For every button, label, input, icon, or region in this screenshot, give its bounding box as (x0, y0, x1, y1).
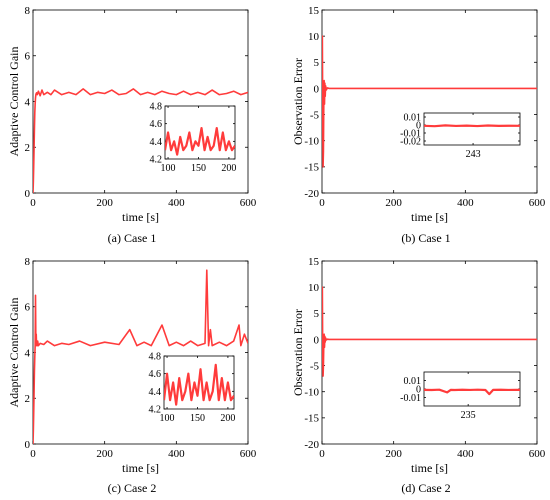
chart-0-inset-ytick-label-0: 4.2 (150, 155, 163, 166)
chart-1-xtick-label-1: 200 (385, 197, 402, 209)
chart-0-ylabel: Adaptive Control Gain (7, 47, 21, 157)
caption-b: (b) Case 1 (401, 231, 451, 245)
chart-2-xtick-label-2: 400 (168, 448, 185, 460)
chart-0-inset-xtick-label-2: 200 (221, 163, 236, 174)
chart-3-series-line-0 (322, 286, 537, 377)
chart-0-inset-xtick-label-1: 150 (191, 163, 206, 174)
chart-1-ytick-label-3: -5 (310, 109, 320, 121)
chart-2-inset-ytick-label-3: 4.8 (149, 352, 162, 363)
chart-0-series-line-0 (33, 88, 248, 193)
chart-0-inset-ytick-label-2: 4.6 (150, 119, 163, 130)
chart-1-inset-ytick-label-3: 0.01 (404, 113, 422, 124)
chart-2-inset-xtick-label-2: 200 (220, 413, 235, 424)
chart-2-xlabel: time [s] (122, 461, 159, 475)
chart-0-ytick-label-0: 0 (25, 188, 31, 200)
chart-1-inset-frame (423, 112, 521, 146)
chart-3-ytick-label-4: 0 (314, 334, 320, 346)
chart-3-inset-xtick-label-0: 235 (461, 410, 476, 421)
chart-1-xtick-label-2: 400 (457, 197, 474, 209)
chart-1-ytick-label-7: 15 (308, 5, 320, 17)
chart-0-inset-ytick-label-3: 4.8 (150, 102, 163, 113)
chart-1-inset-ytick-label-1: -0.01 (400, 129, 421, 140)
chart-2-ytick-label-2: 4 (25, 347, 31, 359)
chart-0-xtick-label-1: 200 (96, 197, 113, 209)
chart-1-inset-ytick-label-0: -0.02 (400, 137, 421, 148)
chart-3-xtick-label-1: 200 (385, 448, 402, 460)
chart-0-xtick-label-2: 400 (168, 197, 185, 209)
chart-3-inset-line (424, 388, 520, 396)
caption-a: (a) Case 1 (107, 231, 157, 245)
chart-1-ytick-label-0: -20 (304, 188, 319, 200)
chart-0-inset-ytick-label-1: 4.4 (150, 137, 163, 148)
chart-2-ytick-label-4: 8 (25, 256, 31, 268)
chart-3-inset-ytick-label-1: 0 (416, 385, 421, 396)
chart-1-ytick-label-6: 10 (308, 31, 320, 43)
chart-2-frame (32, 260, 249, 445)
chart-2-ylabel: Adaptive Control Gain (7, 298, 21, 408)
chart-1-ylabel: Observation Error (291, 58, 305, 145)
chart-0-xtick-label-0: 0 (30, 197, 36, 209)
caption-d: (d) Case 2 (401, 481, 451, 495)
chart-0-ytick-label-1: 2 (25, 142, 31, 154)
chart-3-xtick-label-0: 0 (319, 448, 325, 460)
chart-0-inset-line (165, 126, 235, 156)
chart-2-series-line-0 (33, 269, 248, 444)
chart-1-inset-ytick-label-2: 0 (416, 121, 421, 132)
chart-2-ytick-label-3: 6 (25, 302, 31, 314)
chart-2-xtick-label-0: 0 (30, 448, 36, 460)
chart-3-ytick-label-0: -20 (304, 439, 319, 451)
chart-0-xlabel: time [s] (122, 210, 159, 224)
chart-2-inset-ytick-label-2: 4.6 (149, 369, 162, 380)
chart-1-xtick-label-3: 600 (529, 197, 546, 209)
chart-3-frame (321, 260, 538, 445)
chart-1-frame (321, 9, 538, 194)
chart-1-inset-line (424, 124, 520, 128)
chart-0-ytick-label-4: 8 (25, 5, 31, 17)
chart-3-ylabel: Observation Error (291, 309, 305, 396)
chart-3-xlabel: time [s] (411, 461, 448, 475)
chart-3-xtick-label-3: 600 (529, 448, 546, 460)
chart-0-xtick-label-3: 600 (240, 197, 257, 209)
chart-1-ytick-label-1: -15 (304, 162, 319, 174)
caption-c: (c) Case 2 (107, 481, 157, 495)
chart-3-ytick-label-3: -5 (310, 360, 320, 372)
chart-2-inset-line (164, 363, 234, 406)
chart-1-series-line-0 (322, 35, 537, 168)
chart-3-ytick-label-6: 10 (308, 282, 320, 294)
chart-0-ytick-label-2: 4 (25, 96, 31, 108)
chart-0-inset-xtick-label-0: 100 (161, 163, 176, 174)
chart-3-inset-ytick-label-2: 0.01 (404, 376, 422, 387)
chart-0-ytick-label-3: 6 (25, 51, 31, 63)
chart-2-ytick-label-1: 2 (25, 393, 31, 405)
chart-1-ytick-label-2: -10 (304, 136, 319, 148)
chart-1-ytick-label-4: 0 (314, 83, 320, 95)
chart-2-inset-ytick-label-0: 4.2 (149, 405, 162, 416)
chart-2-inset-ytick-label-1: 4.4 (149, 387, 162, 398)
chart-1-xtick-label-0: 0 (319, 197, 325, 209)
chart-2-xtick-label-3: 600 (240, 448, 257, 460)
chart-3-ytick-label-5: 5 (314, 308, 320, 320)
chart-3-inset-ytick-label-0: -0.01 (400, 393, 421, 404)
chart-2-inset-xtick-label-1: 150 (190, 413, 205, 424)
chart-3-ytick-label-7: 15 (308, 256, 320, 268)
chart-2-inset-xtick-label-0: 100 (160, 413, 175, 424)
chart-1-inset-xtick-label-0: 243 (466, 149, 481, 160)
chart-2-ytick-label-0: 0 (25, 439, 31, 451)
chart-1-ytick-label-5: 5 (314, 57, 320, 69)
chart-3-ytick-label-2: -10 (304, 387, 319, 399)
chart-1-xlabel: time [s] (411, 210, 448, 224)
chart-0-frame (32, 9, 249, 194)
chart-3-xtick-label-2: 400 (457, 448, 474, 460)
chart-3-ytick-label-1: -15 (304, 413, 319, 425)
chart-2-xtick-label-1: 200 (96, 448, 113, 460)
